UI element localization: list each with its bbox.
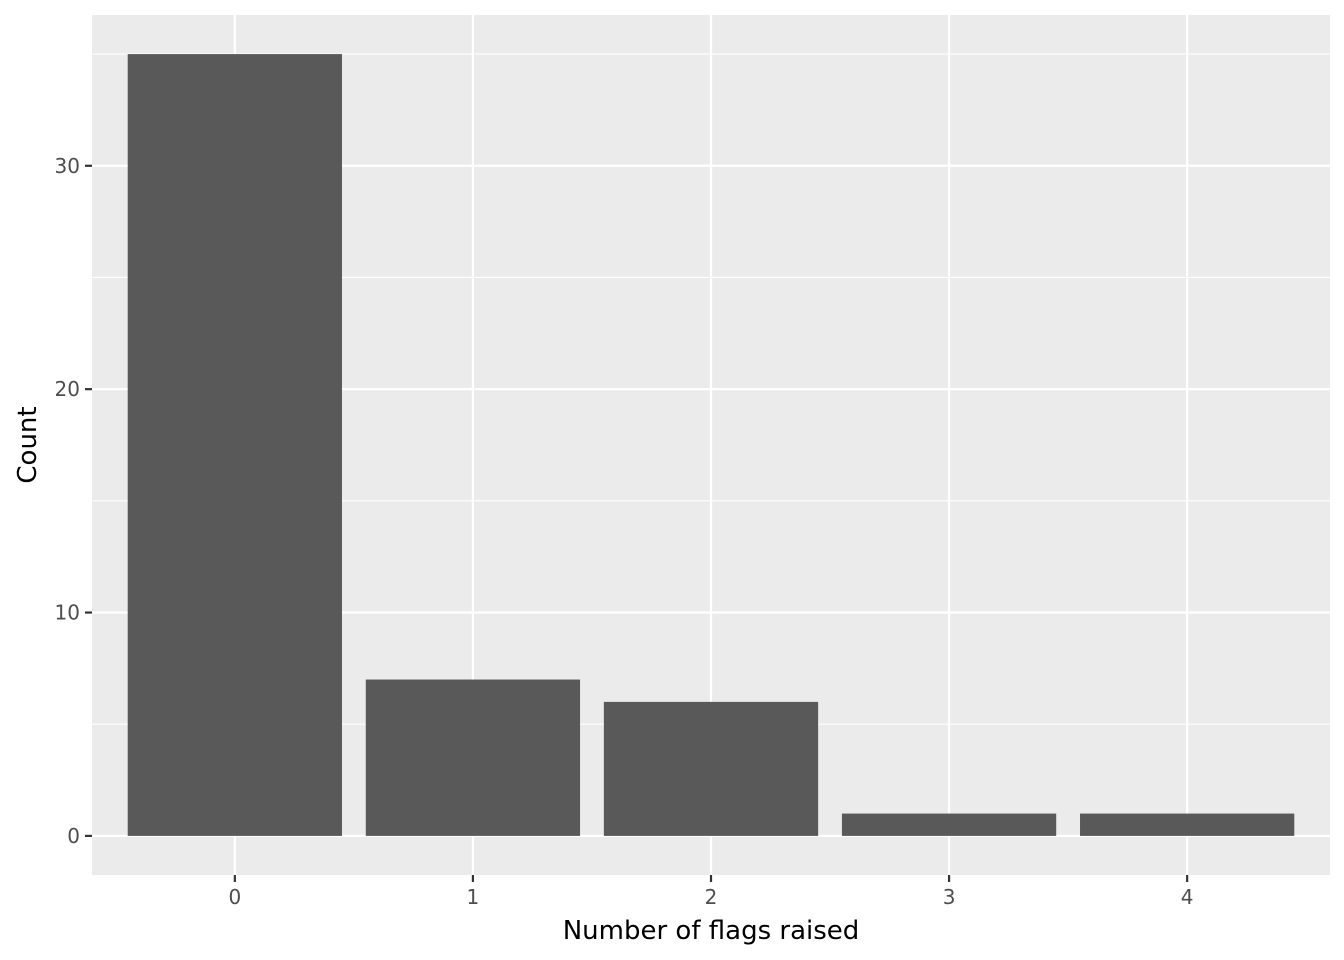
bar-2 [603,701,819,836]
bars [127,54,1295,836]
bar-1 [365,679,581,836]
y-tick-label: 0 [67,824,80,848]
y-axis-title: Count [13,406,43,483]
y-tick-label: 30 [55,154,80,178]
bar-3 [841,813,1057,836]
x-tick-label: 2 [705,885,718,909]
x-tick-label: 1 [467,885,480,909]
bar-4 [1080,813,1295,836]
y-tick-label: 10 [55,601,80,625]
x-axis-title: Number of flags raised [563,916,860,946]
y-axis: 0 10 20 30 [55,154,92,848]
y-tick-label: 20 [55,377,80,401]
bar-0 [127,54,342,836]
x-tick-label: 4 [1181,885,1194,909]
x-tick-label: 0 [228,885,241,909]
x-tick-label: 3 [943,885,956,909]
x-axis: 0 1 2 3 4 [228,875,1194,909]
